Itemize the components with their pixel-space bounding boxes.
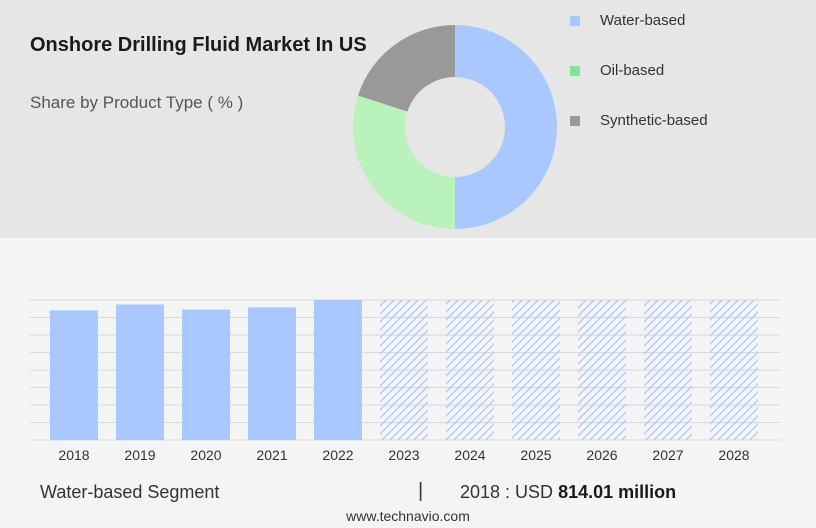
chart-subtitle: Share by Product Type ( % ): [30, 93, 244, 112]
segment-label: Water-based Segment: [40, 482, 220, 502]
x-axis-labels: 2018 2019 2020 2021 2022 2023 2024 2025 2026 2027…: [58, 447, 749, 463]
x-tick-label: 2020: [190, 447, 221, 463]
segment-value: 2018 : USD 814.01 million: [460, 482, 676, 503]
legend-label: Synthetic-based: [600, 112, 708, 129]
bar-forecast-2024: [446, 300, 494, 440]
legend-swatch-oil-based: [570, 66, 580, 76]
x-tick-label: 2027: [652, 447, 683, 463]
bar-2021: [248, 307, 296, 440]
x-tick-label: 2025: [520, 447, 551, 463]
segment-amount: 814.01 million: [558, 482, 677, 502]
chart-title: Onshore Drilling Fluid Market In US: [30, 34, 367, 56]
x-tick-label: 2024: [454, 447, 485, 463]
bar-2019: [116, 304, 164, 440]
x-tick-label: 2021: [256, 447, 287, 463]
x-tick-label: 2026: [586, 447, 617, 463]
bar-forecast-2028: [710, 300, 758, 440]
bar-2022: [314, 300, 362, 440]
bar-forecast-2025: [512, 300, 560, 440]
legend-label: Oil-based: [600, 62, 665, 79]
legend-swatch-water-based: [570, 16, 580, 26]
bar-2020: [182, 309, 230, 440]
bar-forecast-2023: [380, 300, 428, 440]
donut-chart: [353, 25, 557, 229]
x-tick-label: 2028: [718, 447, 749, 463]
x-tick-label: 2019: [124, 447, 155, 463]
bar-2018: [50, 310, 98, 440]
footer-divider: |: [418, 480, 424, 502]
bar-forecast-2027: [644, 300, 692, 440]
source-link[interactable]: www.technavio.com: [346, 508, 470, 524]
donut-slice-oil-based: [353, 95, 455, 229]
x-tick-label: 2022: [322, 447, 353, 463]
donut-slice-synthetic-based: [357, 25, 455, 112]
bar-chart: 2018 2019 2020 2021 2022 2023 2024 2025 2026 2027…: [30, 299, 780, 463]
legend-label: Water-based: [600, 12, 686, 29]
year-currency: 2018 : USD: [460, 482, 554, 502]
x-tick-label: 2023: [388, 447, 419, 463]
x-tick-label: 2018: [58, 447, 89, 463]
bars: [50, 300, 758, 440]
legend-swatch-synthetic-based: [570, 116, 580, 126]
bar-forecast-2026: [578, 300, 626, 440]
donut-slice-water-based: [455, 25, 557, 229]
